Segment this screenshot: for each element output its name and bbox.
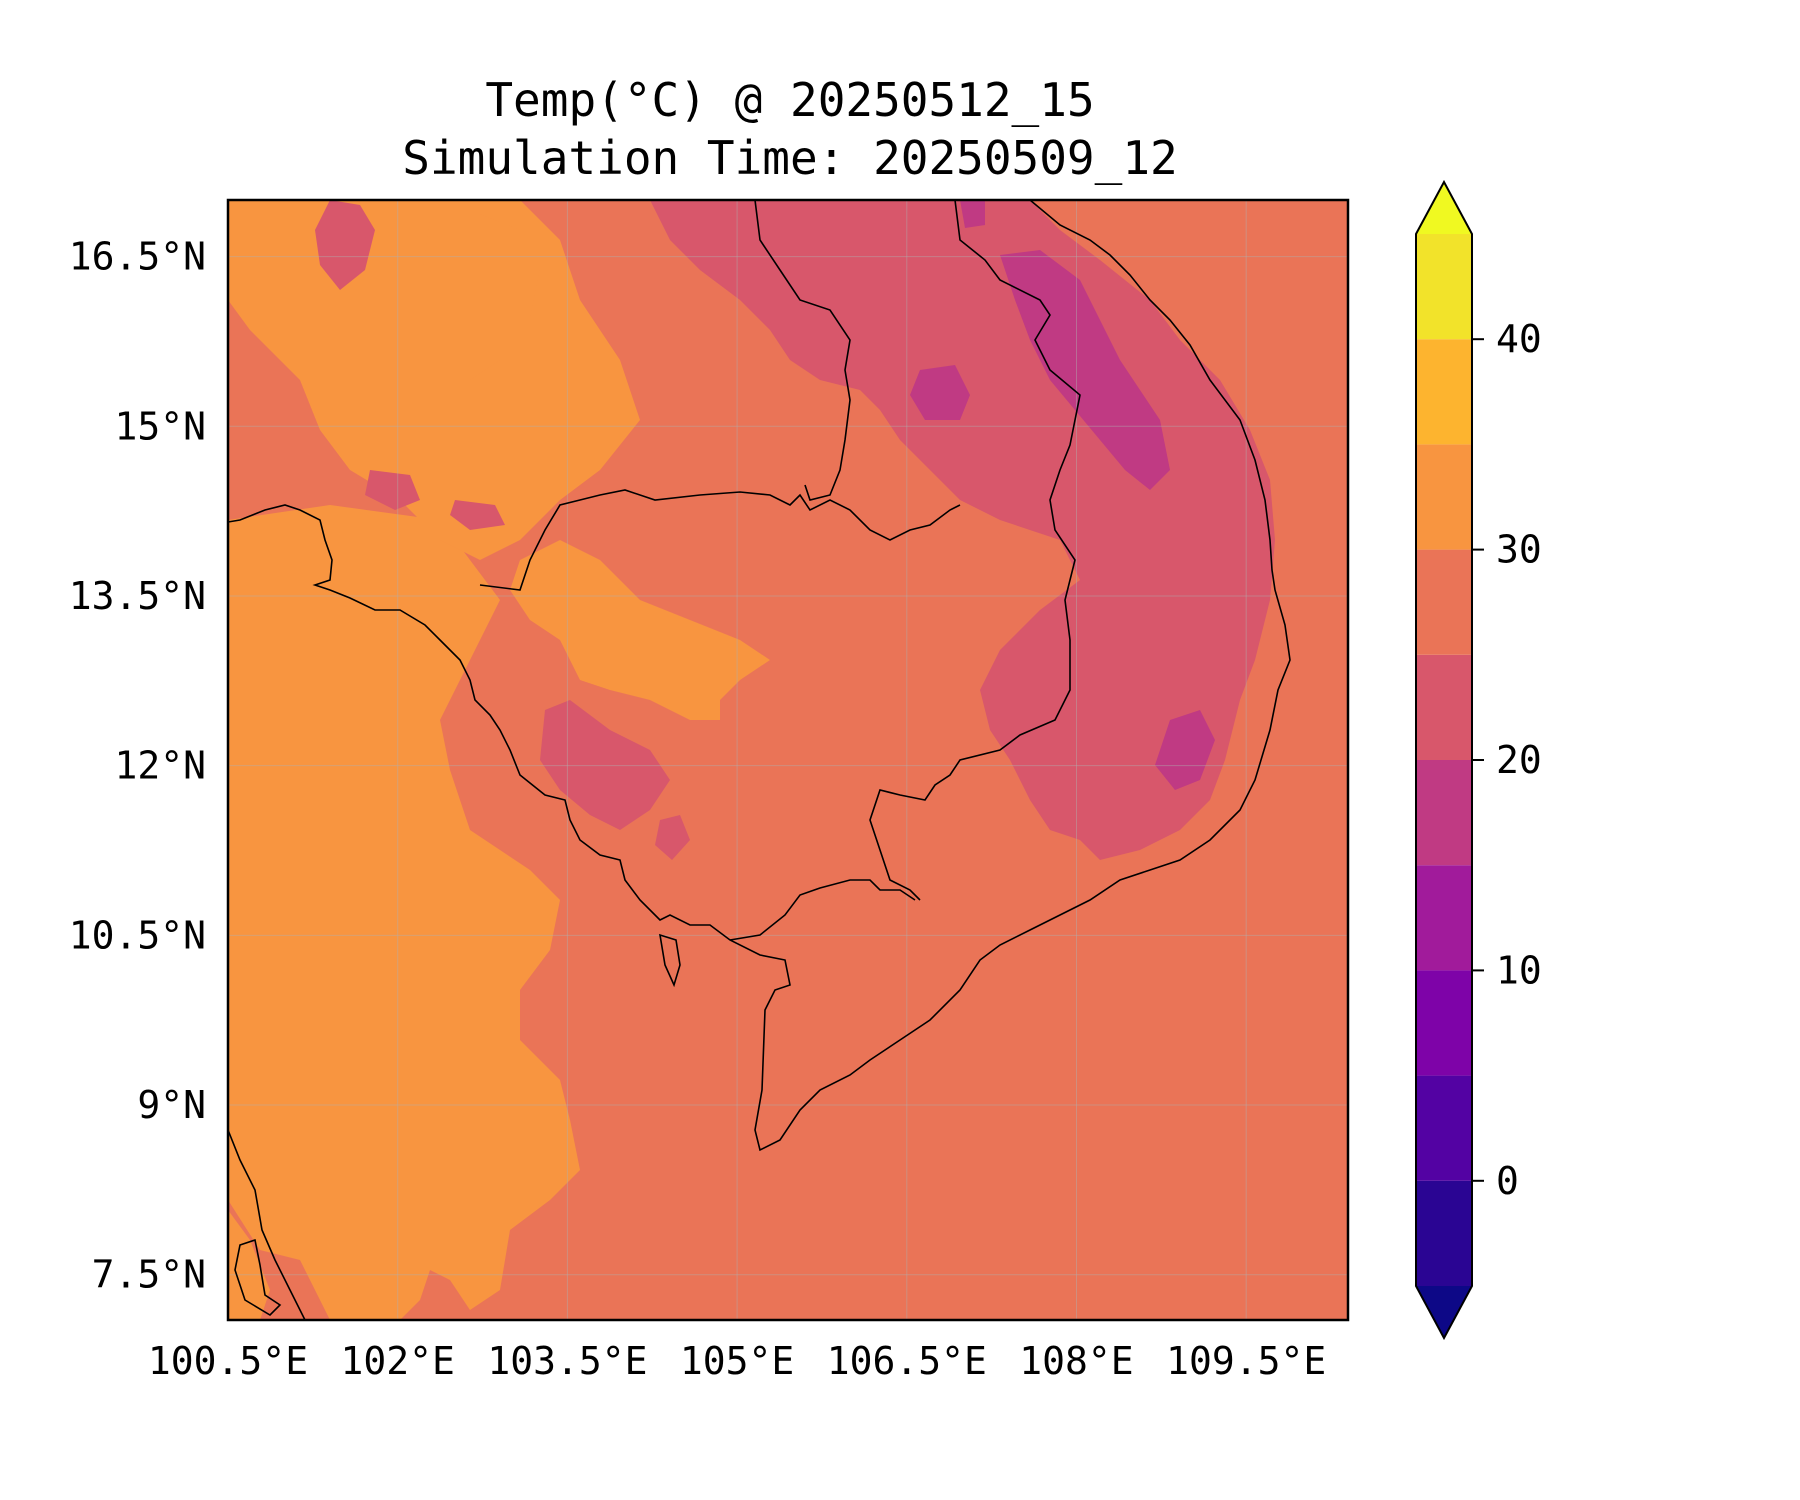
colorbar-tick-label: 10 [1496, 948, 1542, 992]
colorbar-segment [1416, 1180, 1472, 1286]
colorbar-extend-min [1416, 1286, 1472, 1338]
colorbar-segment [1416, 970, 1472, 1076]
coastline-malay-peninsula [228, 1129, 306, 1320]
field-band-30-35-tonlesap [510, 540, 770, 720]
field-band-15-20-north [1000, 250, 1170, 490]
colorbar-tick-label: 30 [1496, 528, 1542, 572]
field-band-15-20-bolaven [910, 365, 970, 420]
y-tick-label: 12°N [114, 744, 206, 788]
y-tick-label: 7.5°N [92, 1253, 206, 1297]
field-band-30-35-far-west-edge [228, 1210, 270, 1320]
x-tick-label: 100.5°E [148, 1339, 308, 1383]
island-south [234, 1238, 282, 1317]
chart-title: Temp(°C) @ 20250512_15 [485, 73, 1095, 127]
colorbar-segment [1416, 444, 1472, 550]
map-frame [226, 198, 1350, 1322]
colorbar-segment [1416, 549, 1472, 655]
colorbar-outline [1415, 179, 1473, 1341]
colorbar-segment [1416, 760, 1472, 866]
colorbar-extend-max [1416, 182, 1472, 234]
colorbar-segment [1416, 234, 1472, 340]
colorbar-tick-label: 0 [1496, 1159, 1519, 1203]
border-laos-thailand-mekong [754, 200, 851, 501]
field-band-15-20-top [960, 200, 985, 228]
border-cambodia-vietnam-south [729, 879, 916, 941]
field-band-15-20-highlands [1155, 710, 1215, 790]
x-tick-label: 109.5°E [1166, 1339, 1326, 1383]
colorbar-tick-label: 40 [1496, 317, 1542, 361]
colorbar-segment [1416, 1075, 1472, 1181]
field-band-30-35-northeast-thai [420, 210, 540, 380]
field-band-20-25-thai-east [315, 200, 375, 290]
field-band-20-25-spots [365, 470, 690, 860]
colorbar: 0 10 20 30 40 [1415, 179, 1542, 1341]
colorbar-segment [1416, 865, 1472, 971]
chart-subtitle: Simulation Time: 20250509_12 [402, 131, 1178, 185]
temperature-field [228, 200, 1348, 1320]
x-tick-label: 102°E [341, 1339, 455, 1383]
y-axis: 16.5°N 15°N 13.5°N 12°N 10.5°N 9°N 7.5°N [69, 235, 206, 1297]
field-band-30-35-west [228, 505, 580, 1320]
x-tick-label: 108°E [1019, 1339, 1133, 1383]
x-tick-label: 105°E [680, 1339, 794, 1383]
border-laos-vietnam [869, 200, 1081, 901]
x-axis: 100.5°E 102°E 103.5°E 105°E 106.5°E 108°E 109.… [148, 1339, 1326, 1383]
x-tick-label: 103.5°E [487, 1339, 647, 1383]
y-tick-label: 15°N [114, 404, 206, 448]
coastlines-and-borders [228, 200, 1291, 1320]
island-phu-quoc [658, 933, 681, 988]
y-tick-label: 9°N [137, 1083, 206, 1127]
map-gridlines [228, 200, 1348, 1320]
y-tick-label: 13.5°N [69, 574, 206, 618]
border-cambodia-thailand-north [479, 489, 961, 591]
colorbar-segment [1416, 339, 1472, 445]
field-band-30-35-north [228, 200, 640, 560]
x-tick-label: 106.5°E [827, 1339, 987, 1383]
y-tick-label: 16.5°N [69, 235, 206, 279]
colorbar-tick-label: 20 [1496, 738, 1542, 782]
coastline-mainland [228, 200, 1291, 1152]
field-band-20-25-cardamom [540, 700, 670, 830]
colorbar-segment [1416, 654, 1472, 760]
y-tick-label: 10.5°N [69, 913, 206, 957]
